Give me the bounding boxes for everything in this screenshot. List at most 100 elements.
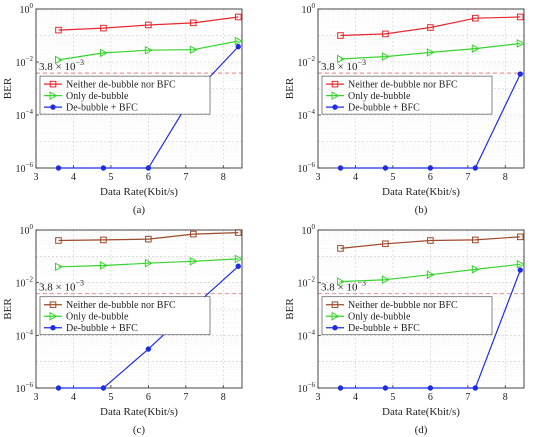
x-axis-label: Data Rate(Kbit/s) [382, 186, 460, 198]
data-point [382, 240, 389, 248]
series-line [58, 40, 239, 61]
x-tick-label: 4 [71, 172, 76, 183]
x-tick-label: 5 [390, 392, 395, 403]
x-tick-label: 5 [108, 392, 113, 403]
x-tick-label: 7 [465, 392, 470, 403]
data-point [234, 36, 243, 46]
x-tick-label: 7 [183, 392, 188, 403]
y-tick-label: 10−2 [298, 276, 316, 290]
y-axis-label: BER [284, 298, 296, 320]
legend-entry: De-bubble + BFC [66, 323, 138, 334]
series-1 [336, 39, 525, 64]
y-tick-label: 10−6 [298, 161, 316, 175]
x-tick-label: 3 [34, 392, 39, 403]
data-point [234, 13, 242, 21]
data-point [145, 165, 152, 171]
data-point [331, 91, 340, 100]
threshold-label: 3.8 × 10−3 [39, 279, 84, 294]
legend-entry: Only de-bubble [66, 312, 129, 323]
data-point [471, 44, 480, 53]
data-point [49, 311, 58, 321]
data-point [100, 385, 107, 391]
series-line [340, 16, 521, 37]
x-tick-label: 4 [353, 392, 358, 403]
legend-entry: Neither de-bubble nor BFC [66, 300, 176, 311]
data-point [427, 24, 434, 31]
x-tick-label: 6 [428, 392, 433, 403]
data-point [55, 237, 62, 244]
data-point [100, 165, 107, 171]
legend [39, 75, 211, 115]
threshold-label: 3.8 × 10−3 [321, 279, 366, 294]
chart-panel-b: 3 4 5 6 7 8 10−6 10−4 10−2 100 Data Rate(Kbit/s) BE… [284, 2, 525, 216]
x-tick-label: 4 [71, 392, 76, 403]
data-point [189, 256, 198, 266]
series-1 [336, 259, 525, 286]
y-tick-label: 10−4 [298, 328, 316, 342]
legend [321, 296, 493, 336]
data-point [337, 245, 344, 252]
data-point [337, 165, 344, 171]
data-point [331, 80, 339, 88]
x-tick-label: 8 [221, 172, 226, 183]
series-2 [337, 267, 523, 391]
y-tick-label: 10−2 [16, 276, 34, 290]
data-point [54, 262, 64, 272]
y-tick-label: 10−6 [298, 381, 316, 395]
x-tick-label: 3 [316, 392, 321, 403]
data-point [54, 55, 64, 65]
data-point [49, 80, 57, 88]
x-tick-label: 8 [503, 172, 508, 183]
series-line [58, 258, 239, 268]
series-0 [337, 233, 524, 252]
y-axis-label: BER [284, 77, 296, 99]
series-0 [337, 13, 524, 39]
panel-caption: (b) [415, 204, 428, 216]
data-point [235, 263, 241, 269]
data-point [472, 14, 479, 22]
data-point [145, 346, 152, 352]
x-tick-label: 5 [390, 172, 395, 183]
y-axis-label: BER [2, 77, 14, 99]
panel-caption: (d) [415, 424, 428, 436]
legend-entry: De-bubble + BFC [66, 103, 138, 114]
series-line [58, 232, 239, 242]
data-point [517, 71, 523, 77]
data-point [189, 45, 198, 55]
y-tick-label: 10−2 [298, 55, 316, 69]
data-point [336, 277, 346, 286]
threshold-label: 3.8 × 10−3 [321, 58, 366, 73]
data-point [427, 165, 434, 171]
data-point [472, 385, 479, 391]
y-tick-label: 10−2 [16, 55, 34, 69]
data-point [471, 265, 480, 274]
legend-entry: Only de-bubble [66, 91, 129, 102]
data-point [382, 165, 389, 171]
data-point [99, 261, 108, 270]
legend-entry: De-bubble + BFC [348, 103, 420, 114]
legend-entry: Neither de-bubble nor BFC [348, 300, 458, 311]
x-axis-label: Data Rate(Kbit/s) [382, 406, 460, 418]
data-point [50, 104, 56, 110]
panel-caption: (c) [133, 424, 146, 436]
data-point [382, 385, 389, 391]
series-0 [55, 229, 242, 244]
y-tick-label: 10−4 [16, 328, 34, 342]
data-point [55, 165, 62, 171]
data-point [190, 230, 197, 238]
data-point [332, 325, 338, 331]
data-point [145, 235, 152, 243]
series-line [340, 263, 521, 283]
data-point [99, 48, 108, 58]
x-axis-label: Data Rate(Kbit/s) [100, 186, 178, 198]
series-1 [54, 36, 243, 65]
data-point [55, 26, 62, 34]
series-2 [337, 71, 523, 171]
data-point [144, 258, 153, 268]
data-point [235, 43, 241, 50]
threshold-label: 3.8 × 10−3 [39, 58, 84, 73]
data-point [427, 385, 434, 391]
data-point [337, 385, 344, 391]
data-point [427, 237, 434, 244]
